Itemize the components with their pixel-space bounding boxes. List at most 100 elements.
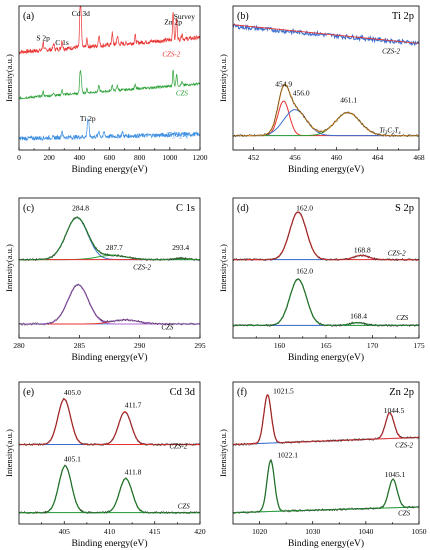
axes-frame-e — [18, 381, 201, 525]
series-label-czs-2: CZS-2 — [162, 50, 180, 58]
plot-area-f — [233, 394, 419, 515]
series-label-czs-2: CZS-2 — [169, 443, 187, 451]
series-label-ti3c2tx: Ti3C2Tx — [379, 127, 401, 137]
peak-annotation-f-3: 1045.1 — [385, 470, 406, 479]
plot-area-c — [19, 216, 200, 326]
axes-frame-a — [18, 5, 201, 151]
axes-frame-b — [232, 5, 420, 151]
x-tick-label-f: 1040 — [358, 527, 373, 536]
series-label-czs-2: CZS-2 — [395, 441, 413, 449]
raw-data-czs-2 — [233, 211, 419, 262]
series-czs-2-background — [233, 24, 419, 44]
x-tick-label-c: 285 — [74, 341, 86, 350]
peak-annotation-d-0: 162.0 — [296, 204, 313, 213]
axes-frame-c — [18, 197, 201, 339]
series-label-czs: CZS — [176, 89, 189, 97]
x-tick-label-c: 295 — [194, 341, 206, 350]
panel-label-b: (b) — [237, 11, 249, 22]
fit-envelope-czs — [233, 278, 419, 327]
peak-annotation-c-0: 284.8 — [72, 204, 89, 213]
y-axis-title-a: Intensity(a.u.) — [4, 54, 14, 102]
panel-b: 452 456 460 464 468 Binding energy(eV) Intensi… — [218, 5, 425, 175]
series-label-czs: CZS — [398, 509, 411, 517]
axes-frame-d — [232, 197, 420, 339]
peak-annotation-d-3: 168.4 — [350, 311, 367, 320]
peak-annotation-c-1: 287.7 — [106, 243, 123, 252]
series-label-czs-2: CZS-2 — [133, 263, 151, 271]
peak-annotation-b-0: 454.9 — [275, 80, 292, 89]
y-axis-title-f: Intensity(a.u.) — [218, 429, 228, 477]
peak-annotation-f-0: 1021.5 — [273, 386, 294, 395]
panel-a: 0 200 400 600 800 1000 1200 Binding energy(eV) I… — [4, 5, 208, 175]
x-tick-label-d: 160 — [274, 341, 286, 350]
peak-annotation-a-3: C 1s — [55, 38, 69, 47]
x-tick-label-e: 415 — [149, 527, 161, 536]
peak-annotation-a-2: S 2p — [36, 34, 50, 43]
x-tick-label-d: 165 — [320, 341, 332, 350]
x-axis-title-b: Binding energy(eV) — [288, 164, 364, 175]
peak-annotation-d-2: 162.0 — [296, 267, 313, 276]
peak-annotation-b-1: 456.0 — [293, 88, 310, 97]
fit-envelope-czs — [233, 459, 419, 514]
fit-envelope-czs-2 — [19, 216, 200, 261]
peak-annotation-e-1: 411.7 — [125, 401, 142, 410]
fit-peak-czs-0 — [233, 459, 419, 514]
x-tick-label-d: 170 — [367, 341, 379, 350]
panel-title-d: S 2p — [395, 203, 414, 214]
x-tick-label-f: 1050 — [412, 527, 427, 536]
x-tick-label-c: 290 — [134, 341, 146, 350]
fit-peak-czs-2-0 — [233, 394, 419, 445]
series-czs-line — [19, 69, 200, 101]
x-tick-label-a: 400 — [74, 153, 86, 162]
fit-peak-czs-0 — [19, 465, 200, 514]
peak-annotation-f-1: 1044.5 — [384, 406, 405, 415]
y-axis-title-e: Intensity(a.u.) — [4, 429, 14, 477]
raw-data-ti3c2tx — [233, 84, 419, 138]
x-tick-label-f: 1020 — [252, 527, 267, 536]
panel-title-c: C 1s — [176, 203, 195, 214]
raw-data-czs-2 — [19, 216, 200, 262]
x-tick-label-e: 410 — [104, 527, 116, 536]
x-axis-title-c: Binding energy(eV) — [71, 352, 147, 363]
peak-annotation-f-2: 1022.1 — [277, 450, 298, 459]
series-label-ti3c2tx: Ti3C2Tx — [167, 131, 189, 141]
peak-annotation-e-2: 405.1 — [64, 455, 81, 464]
x-tick-label-e: 405 — [59, 527, 71, 536]
y-axis-title-b: Intensity(a.u.) — [218, 54, 228, 102]
peak-annotation-a-1: Zn 2p — [164, 18, 182, 27]
raw-data-czs — [233, 458, 419, 515]
fit-peak-czs-0 — [19, 284, 200, 325]
series-label-czs: CZS — [161, 324, 174, 332]
peak-annotation-e-0: 405.0 — [64, 388, 81, 397]
axes-frame-f — [232, 381, 420, 525]
x-tick-label-a: 1000 — [162, 153, 177, 162]
fit-envelope-czs — [19, 465, 200, 514]
panel-label-a: (a) — [23, 11, 34, 22]
x-axis-title-e: Binding energy(eV) — [71, 538, 147, 549]
x-tick-label-d: 175 — [413, 341, 425, 350]
x-tick-label-b: 464 — [372, 153, 384, 162]
peak-annotation-a-0: Cd 3d — [72, 9, 90, 18]
panel-title-b: Ti 2p — [392, 11, 414, 22]
y-axis-title-c: Intensity(a.u.) — [4, 244, 14, 292]
fit-peak-czs-1 — [19, 478, 200, 514]
panel-d: 160 165 170 175 Binding energy(eV) Intensity(… — [218, 197, 425, 363]
panel-label-e: (e) — [23, 387, 34, 398]
panel-label-d: (d) — [237, 203, 249, 214]
panel-label-f: (f) — [237, 387, 247, 398]
fit-envelope-czs — [19, 284, 200, 325]
series-ti3c2tx-line — [19, 117, 200, 142]
series-label-czs: CZS — [178, 502, 191, 510]
x-tick-label-a: 0 — [17, 153, 21, 162]
raw-data-czs — [233, 278, 419, 328]
fit-peak-czs-2-0 — [19, 217, 200, 261]
raw-data-czs — [19, 463, 200, 515]
x-tick-label-a: 800 — [134, 153, 146, 162]
fit-peak-czs-0 — [233, 278, 419, 326]
x-tick-label-c: 280 — [13, 341, 25, 350]
x-tick-label-f: 1030 — [305, 527, 320, 536]
peak-annotation-d-1: 168.8 — [354, 246, 371, 255]
peak-annotation-a-4: Ti 2p — [80, 114, 96, 123]
fit-peak-czs-2-1 — [19, 411, 200, 445]
x-tick-label-b: 468 — [413, 153, 425, 162]
